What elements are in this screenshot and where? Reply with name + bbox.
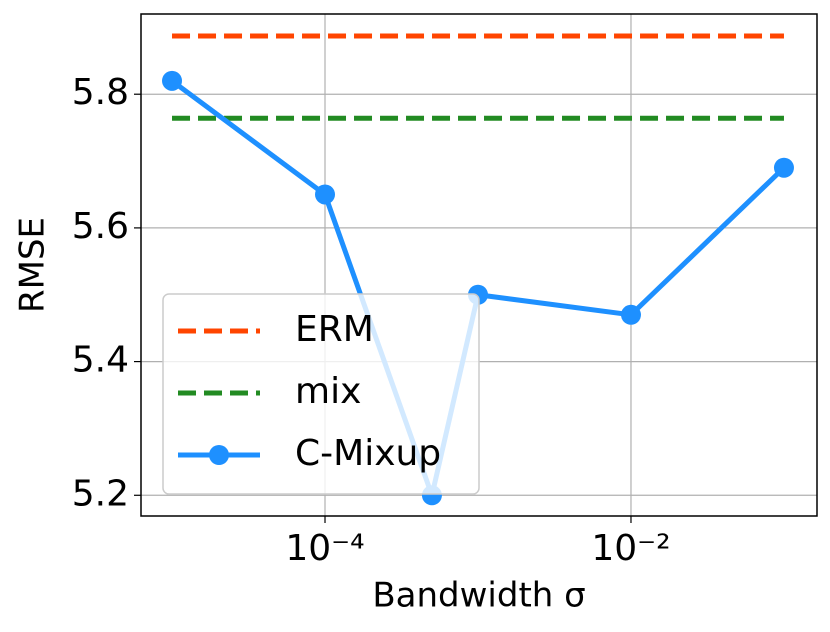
point <box>162 70 183 91</box>
y-tick-label: 5.8 <box>72 72 129 113</box>
legend-label: ERM <box>295 309 374 350</box>
y-axis-title: RMSE <box>13 217 53 313</box>
y-tick-label: 5.6 <box>72 206 129 247</box>
x-axis-title: Bandwidth σ <box>372 576 585 616</box>
y-tick-label: 5.4 <box>72 340 129 381</box>
x-tick-label: 10⁻⁴ <box>285 528 364 569</box>
x-tick-label: 10⁻² <box>591 528 670 569</box>
legend-label: C-Mixup <box>295 433 441 474</box>
point <box>773 157 794 178</box>
y-tick-label: 5.2 <box>72 473 129 514</box>
legend-marker <box>209 445 229 465</box>
legend-box <box>162 293 480 495</box>
point <box>620 304 641 325</box>
plot-frame <box>140 13 818 517</box>
legend-label: mix <box>295 371 361 412</box>
point <box>315 184 336 205</box>
